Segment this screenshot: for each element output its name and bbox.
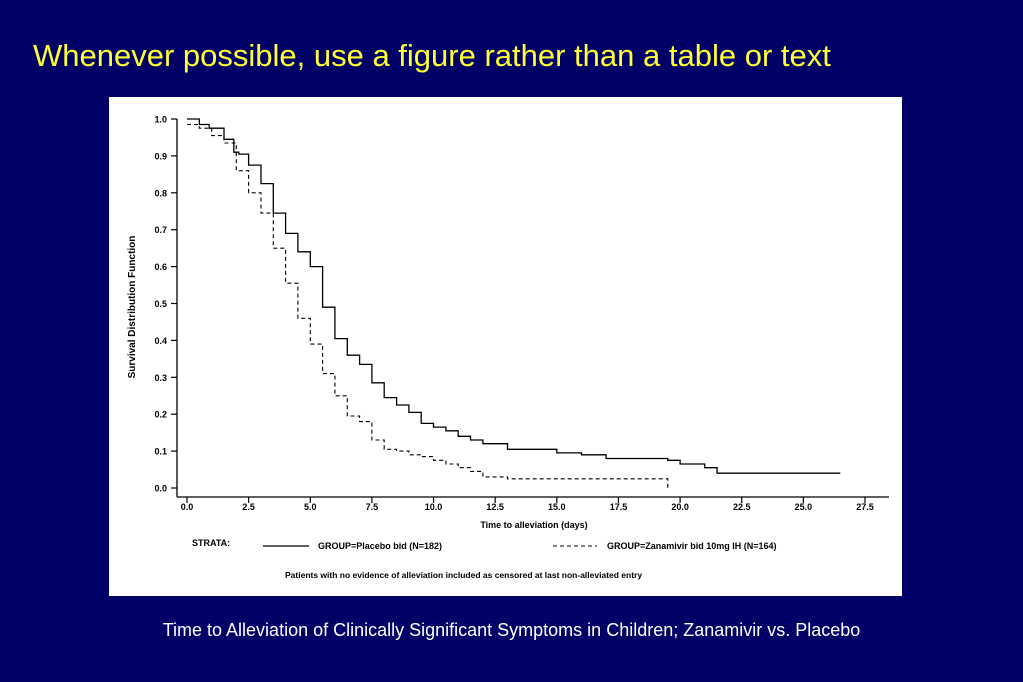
y-tick-label: 0.1 [154,447,167,457]
y-tick-label: 0.8 [154,188,167,198]
y-axis-label: Survival Distribution Function [127,236,138,379]
x-tick-label: 5.0 [304,502,317,512]
y-tick-label: 1.0 [154,115,167,125]
x-tick-label: 22.5 [733,502,751,512]
x-tick-label: 25.0 [795,502,813,512]
y-tick-label: 0.7 [154,225,167,235]
x-tick-label: 27.5 [856,502,874,512]
y-tick-label: 0.3 [154,373,167,383]
y-tick-label: 0.9 [154,151,167,161]
x-tick-label: 10.0 [425,502,443,512]
chart-footnote: Patients with no evidence of alleviation… [285,570,642,580]
slide-title: Whenever possible, use a figure rather t… [33,38,831,73]
survival-chart: 0.0 0.1 0.2 0.3 0.4 0.5 0.6 0.7 0.8 0.9 1.0 0.0 2.5 5… [127,115,889,580]
legend-title: STRATA: [192,538,230,548]
figure-panel: 0.0 0.1 0.2 0.3 0.4 0.5 0.6 0.7 0.8 0.9 1.0 0.0 2.5 5… [109,97,902,596]
x-tick-label: 2.5 [242,502,255,512]
tick-marks: 0.0 0.1 0.2 0.3 0.4 0.5 0.6 0.7 0.8 0.9 1.0 0.0 2.5 5… [154,115,873,513]
series-lines [187,118,841,488]
x-tick-label: 17.5 [610,502,628,512]
x-tick-label: 7.5 [366,502,379,512]
y-tick-label: 0.5 [154,299,167,309]
x-tick-label: 20.0 [671,502,689,512]
x-tick-label: 12.5 [486,502,504,512]
legend-label-zanamivir: GROUP=Zanamivir bid 10mg IH (N=164) [607,541,777,551]
series-line-placebo [187,118,841,474]
y-tick-label: 0.4 [154,336,167,346]
legend-label-placebo: GROUP=Placebo bid (N=182) [318,541,442,551]
axes [176,119,889,498]
series-line-zanamivir [187,123,669,488]
y-tick-label: 0.0 [154,484,167,494]
x-tick-label: 15.0 [548,502,566,512]
slide-caption: Time to Alleviation of Clinically Signif… [162,620,861,640]
y-tick-label: 0.2 [154,410,167,420]
x-tick-label: 0.0 [181,502,194,512]
x-axis-label: Time to alleviation (days) [480,520,587,530]
y-tick-label: 0.6 [154,262,167,272]
